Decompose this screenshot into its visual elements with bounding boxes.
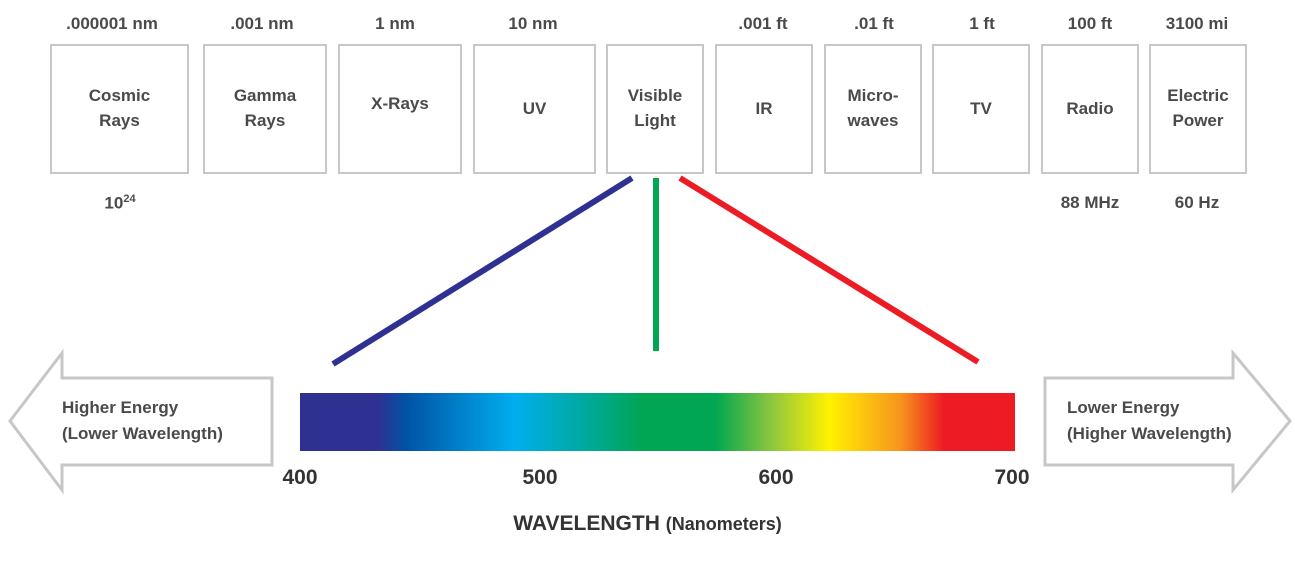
left-arrow-line1: Higher Energy xyxy=(62,398,179,417)
wavelength-label-radio: 100 ft xyxy=(1067,14,1113,33)
left-arrow-text: Higher Energy (Lower Wavelength) xyxy=(62,395,223,446)
axis-title-unit: (Nanometers) xyxy=(665,514,782,534)
wavelength-label-uv: 10 nm xyxy=(508,14,558,33)
band-label: Micro- waves xyxy=(847,86,899,130)
right-arrow-line1: Lower Energy xyxy=(1067,398,1180,417)
scale-tick-700: 700 xyxy=(994,466,1030,489)
right-arrow-shape xyxy=(1043,348,1292,495)
band-box-gamma-rays: Gamma Rays xyxy=(203,44,327,174)
wavelength-label-microwave: .01 ft xyxy=(854,14,894,33)
wavelength-label-xray: 1 nm xyxy=(375,14,415,33)
band-label: Gamma Rays xyxy=(233,86,297,130)
band-box-uv: UV xyxy=(473,44,596,174)
scale-tick-600: 600 xyxy=(758,466,794,489)
band-box-cosmic-rays: Cosmic Rays xyxy=(50,44,189,174)
band-box-tv: TV xyxy=(932,44,1030,174)
blue-connector-line xyxy=(331,175,634,367)
band-label: IR xyxy=(755,98,773,118)
wavelength-label-tv: 1 ft xyxy=(969,14,995,33)
right-arrow-line2: (Higher Wavelength) xyxy=(1067,423,1232,443)
band-label: Radio xyxy=(1066,98,1114,118)
band-label: Visible Light xyxy=(627,86,683,130)
band-box-ir: IR xyxy=(715,44,813,174)
scale-tick-400: 400 xyxy=(282,466,318,489)
band-box-visible-light: Visible Light xyxy=(606,44,704,174)
band-label: X-Rays xyxy=(371,94,429,113)
wavelength-label-cosmic: .000001 nm xyxy=(66,14,158,33)
band-label: Cosmic Rays xyxy=(88,86,151,130)
band-label: Electric Power xyxy=(1167,86,1229,130)
left-arrow-line2: (Lower Wavelength) xyxy=(62,423,223,443)
left-arrow-shape xyxy=(8,348,274,495)
band-box-x-rays: X-Rays xyxy=(338,44,462,174)
wavelength-label-ir: .001 ft xyxy=(738,14,788,33)
frequency-label-electric: 60 Hz xyxy=(1174,193,1220,212)
axis-title: WAVELENGTH (Nanometers) xyxy=(0,512,1295,536)
red-connector-line xyxy=(678,175,980,365)
scale-tick-500: 500 xyxy=(522,466,558,489)
visible-spectrum-bar xyxy=(300,393,1015,451)
band-box-electric-power: Electric Power xyxy=(1149,44,1247,174)
wavelength-label-electric: 3100 mi xyxy=(1165,14,1229,33)
band-box-microwaves: Micro- waves xyxy=(824,44,922,174)
band-label: UV xyxy=(522,98,547,118)
band-box-radio: Radio xyxy=(1041,44,1139,174)
frequency-label-cosmic: 1024 xyxy=(104,193,136,213)
band-label: TV xyxy=(970,98,992,118)
right-arrow-text: Lower Energy (Higher Wavelength) xyxy=(1067,395,1232,446)
wavelength-label-gamma: .001 nm xyxy=(230,14,294,33)
axis-title-main: WAVELENGTH xyxy=(513,512,660,535)
frequency-label-radio: 88 MHz xyxy=(1060,193,1120,212)
